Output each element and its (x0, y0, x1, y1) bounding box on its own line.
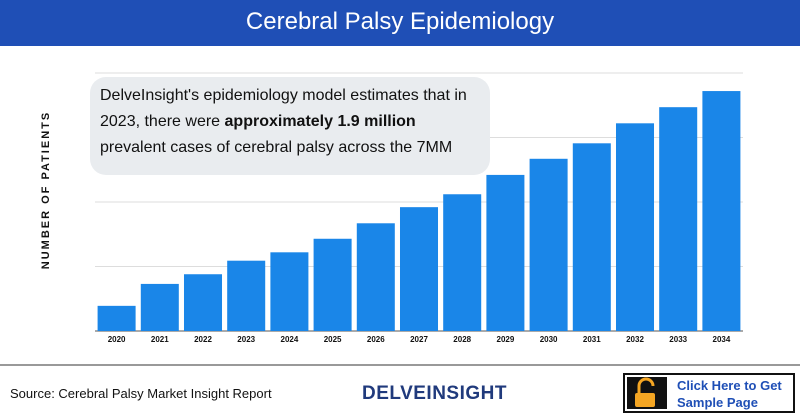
bar (227, 260, 266, 331)
button-label[interactable]: Click Here to Get Sample Page (677, 378, 782, 410)
x-tick-label: 2032 (626, 335, 644, 344)
x-tick-label: 2026 (367, 335, 385, 344)
x-tick-label: 2023 (237, 335, 255, 344)
x-tick-label: 2031 (583, 335, 601, 344)
bar (399, 207, 439, 331)
x-tick-label: 2028 (453, 335, 471, 344)
x-tick-label: 2027 (410, 335, 428, 344)
bar (572, 143, 611, 331)
bar (702, 91, 741, 331)
bar (529, 158, 568, 331)
x-tick-label: 2021 (151, 335, 169, 344)
annotation: DelveInsight's epidemiology model estima… (90, 77, 490, 175)
bar (659, 107, 698, 331)
bar (615, 123, 655, 331)
annotation-text: prevalent cases of cerebral palsy across… (100, 139, 453, 156)
sample-button[interactable]: Click Here to Get Sample Page (623, 373, 795, 413)
bar (313, 238, 352, 331)
bar (183, 274, 223, 331)
source: Source: Cerebral Palsy Market Insight Re… (10, 386, 272, 401)
x-tick-label: 2034 (713, 335, 731, 344)
annotation-bold: approximately 1.9 million (224, 113, 416, 130)
x-tick-label: 2033 (669, 335, 687, 344)
lock-icon (627, 377, 667, 409)
x-tick-label: 2020 (108, 335, 126, 344)
bar (356, 223, 395, 331)
x-tick-label: 2030 (540, 335, 558, 344)
bar (270, 252, 309, 331)
bar (140, 283, 179, 331)
annotation-text: DelveInsight's epidemiology model estima… (100, 87, 467, 130)
bar (443, 194, 482, 331)
y-axis-label: NUMBER OF PATIENTS (40, 111, 52, 269)
logo: DELVEINSIGHT (362, 383, 507, 404)
x-tick-label: 2025 (324, 335, 342, 344)
x-tick-label: 2024 (281, 335, 299, 344)
bar (486, 174, 525, 331)
x-tick-label: 2022 (194, 335, 212, 344)
x-tick-label: 2029 (497, 335, 515, 344)
header-title: Cerebral Palsy Epidemiology (0, 0, 800, 46)
bar (97, 305, 136, 331)
